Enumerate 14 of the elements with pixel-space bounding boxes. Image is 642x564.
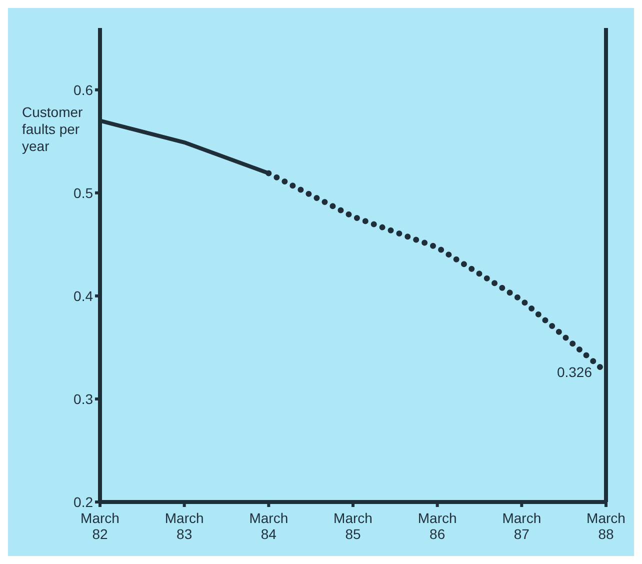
- y-tick-label: 0.5: [74, 184, 94, 201]
- y-tick-label: 0.3: [74, 390, 94, 407]
- x-tick-label: March 86: [418, 510, 457, 542]
- x-tick-label: March 83: [164, 510, 204, 542]
- y-tick-label: 0.6: [74, 82, 94, 98]
- x-tick-label: March 87: [502, 510, 542, 542]
- y-tick-label: 0.4: [74, 288, 94, 304]
- x-tick-label: March 82: [80, 510, 120, 542]
- x-tick-label: March 88: [586, 510, 626, 542]
- y-tick-label: 0.2: [74, 494, 94, 510]
- annotation: 0.326: [556, 364, 592, 380]
- x-tick-label: March 84: [249, 510, 288, 542]
- x-tick-label: March 85: [334, 510, 372, 542]
- y-axis-title: Customer faults per year: [22, 104, 83, 155]
